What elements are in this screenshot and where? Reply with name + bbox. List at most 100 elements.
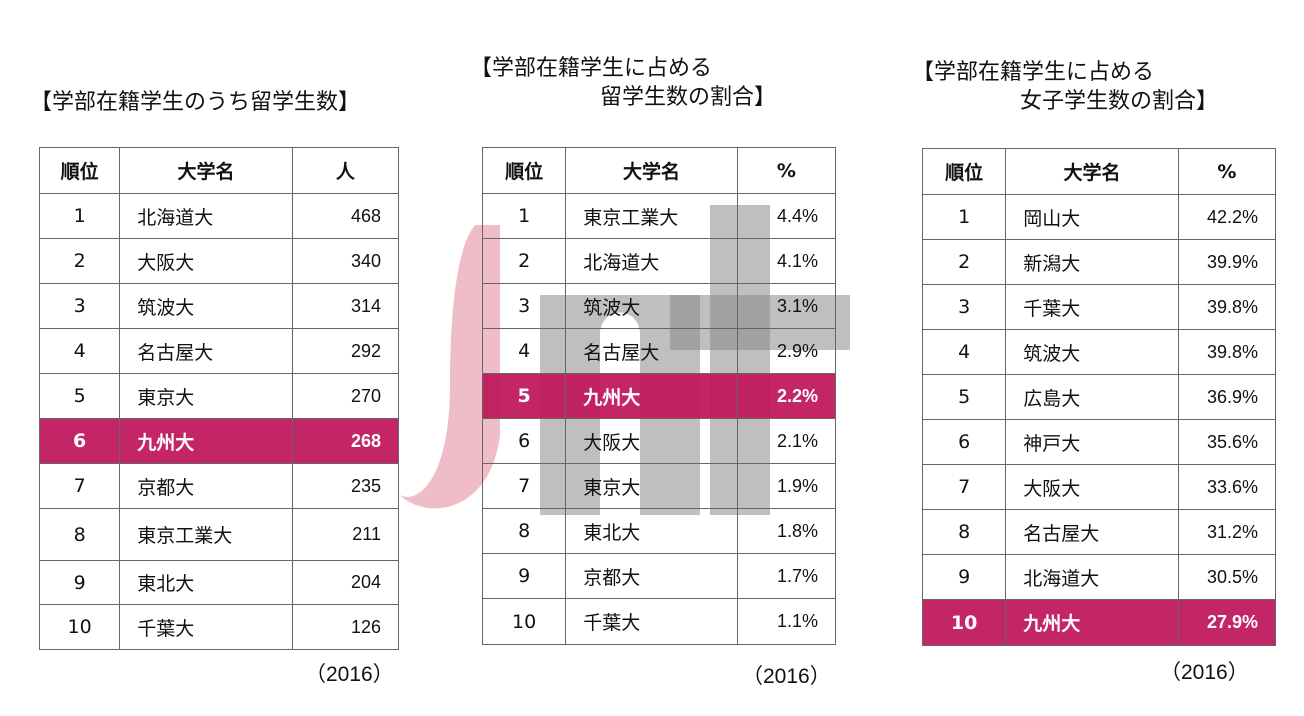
university-cell: 筑波大: [119, 283, 293, 329]
table-row: 3 筑波大 314: [38, 283, 400, 329]
value-cell: 39.8%: [1177, 284, 1277, 330]
value-cell: 292: [291, 328, 400, 374]
value-cell: 340: [291, 238, 400, 284]
rank-cell: 7: [38, 463, 121, 509]
table-title-line: 【学部在籍学生に占める: [912, 60, 1155, 85]
value-cell: 4.1%: [736, 238, 837, 284]
table-title-line: 【学部在籍学生のうち留学生数】: [30, 90, 361, 115]
value-cell: 39.8%: [1177, 329, 1277, 375]
rank-cell: 8: [481, 508, 567, 554]
university-cell: 筑波大: [1005, 329, 1179, 375]
table-row: 7 京都大 235: [38, 463, 400, 509]
rank-cell: 2: [921, 239, 1007, 285]
university-cell: 千葉大: [119, 604, 293, 650]
university-cell: 大阪大: [565, 418, 738, 464]
table-row: 2 新潟大 39.9%: [921, 239, 1277, 285]
table-row: 6 大阪大 2.1%: [481, 418, 837, 464]
value-cell: 30.5%: [1177, 554, 1277, 600]
value-cell: 468: [291, 193, 400, 239]
header-university: 大学名: [1005, 148, 1179, 195]
university-cell: 千葉大: [565, 598, 738, 645]
ranking-table-2: 順位 大学名 % 1 東京工業大 4.4% 2 北海道大 4.1% 3 筑波大 3.1% 4…: [481, 147, 837, 645]
university-cell: 東北大: [565, 508, 738, 554]
rank-cell: 9: [38, 560, 121, 605]
value-cell: 204: [291, 560, 400, 605]
year-label-1: （2016）: [305, 663, 394, 686]
table-row: 2 北海道大 4.1%: [481, 238, 837, 284]
header-percent: %: [1177, 148, 1277, 195]
university-cell: 岡山大: [1005, 194, 1179, 240]
university-cell: 京都大: [119, 463, 293, 509]
rank-cell: 4: [38, 328, 121, 374]
university-cell: 北海道大: [1005, 554, 1179, 600]
header-percent: %: [736, 147, 837, 194]
header-university: 大学名: [119, 147, 293, 194]
rank-cell: 10: [921, 599, 1007, 646]
table-row: 7 東京大 1.9%: [481, 463, 837, 509]
year-label-2: （2016）: [742, 665, 831, 688]
table-title-line: 留学生数の割合】: [600, 85, 777, 110]
table-row: 8 東北大 1.8%: [481, 508, 837, 554]
table-row: 7 大阪大 33.6%: [921, 464, 1277, 510]
value-cell: 3.1%: [736, 283, 837, 329]
ranking-table-1: 順位 大学名 人 1 北海道大 468 2 大阪大 340 3 筑波大 314 4 名古屋大 2…: [38, 147, 400, 650]
university-cell: 東京大: [119, 373, 293, 419]
table-row: 10 千葉大 1.1%: [481, 598, 837, 645]
header-count: 人: [291, 147, 400, 194]
university-cell: 神戸大: [1005, 419, 1179, 465]
highlighted-row: 6 九州大 268: [38, 418, 400, 464]
table-row: 8 東京工業大 211: [38, 508, 400, 561]
university-cell: 北海道大: [119, 193, 293, 239]
university-cell: 東京工業大: [119, 508, 293, 561]
rank-cell: 7: [481, 463, 567, 509]
table-title-3: 【学部在籍学生に占める 女子学生数の割合】: [912, 58, 1218, 116]
table-row: 3 筑波大 3.1%: [481, 283, 837, 329]
table-row: 1 北海道大 468: [38, 193, 400, 239]
table-row: 6 神戸大 35.6%: [921, 419, 1277, 465]
table-row: 5 東京大 270: [38, 373, 400, 419]
rank-cell: 8: [38, 508, 121, 561]
table-row: 5 広島大 36.9%: [921, 374, 1277, 420]
university-cell: 名古屋大: [1005, 509, 1179, 555]
university-cell: 名古屋大: [565, 328, 738, 374]
table-title-line: 女子学生数の割合】: [1020, 89, 1219, 114]
rank-cell: 2: [481, 238, 567, 284]
table-row: 9 京都大 1.7%: [481, 553, 837, 599]
value-cell: 2.2%: [736, 373, 837, 419]
year-label-3: （2016）: [1160, 661, 1249, 684]
value-cell: 1.8%: [736, 508, 837, 554]
table-row: 3 千葉大 39.8%: [921, 284, 1277, 330]
table-row: 10 千葉大 126: [38, 604, 400, 650]
highlighted-row: 5 九州大 2.2%: [481, 373, 837, 419]
value-cell: 1.9%: [736, 463, 837, 509]
rank-cell: 6: [921, 419, 1007, 465]
university-cell: 大阪大: [119, 238, 293, 284]
table-title-line: 【学部在籍学生に占める: [470, 56, 713, 81]
value-cell: 211: [291, 508, 400, 561]
rank-cell: 6: [38, 418, 121, 464]
value-cell: 1.1%: [736, 598, 837, 645]
rank-cell: 4: [481, 328, 567, 374]
table-title-2: 【学部在籍学生に占める 留学生数の割合】: [470, 54, 776, 112]
highlighted-row: 10 九州大 27.9%: [921, 599, 1277, 646]
ranking-table-3: 順位 大学名 % 1 岡山大 42.2% 2 新潟大 39.9% 3 千葉大 39.8% 4…: [921, 148, 1277, 646]
table-row: 4 筑波大 39.8%: [921, 329, 1277, 375]
university-cell: 北海道大: [565, 238, 738, 284]
rank-cell: 1: [38, 193, 121, 239]
table-title-1: 【学部在籍学生のうち留学生数】: [30, 88, 360, 117]
value-cell: 2.9%: [736, 328, 837, 374]
rank-cell: 5: [921, 374, 1007, 420]
table-row: 1 岡山大 42.2%: [921, 194, 1277, 240]
value-cell: 2.1%: [736, 418, 837, 464]
value-cell: 270: [291, 373, 400, 419]
university-cell: 東北大: [119, 560, 293, 605]
table-row: 8 名古屋大 31.2%: [921, 509, 1277, 555]
table-row: 9 東北大 204: [38, 560, 400, 605]
table-row: 1 東京工業大 4.4%: [481, 193, 837, 239]
rank-cell: 3: [921, 284, 1007, 330]
table-row: 2 大阪大 340: [38, 238, 400, 284]
table-row: 4 名古屋大 292: [38, 328, 400, 374]
university-cell: 九州大: [1005, 599, 1179, 646]
university-cell: 名古屋大: [119, 328, 293, 374]
university-cell: 九州大: [119, 418, 293, 464]
